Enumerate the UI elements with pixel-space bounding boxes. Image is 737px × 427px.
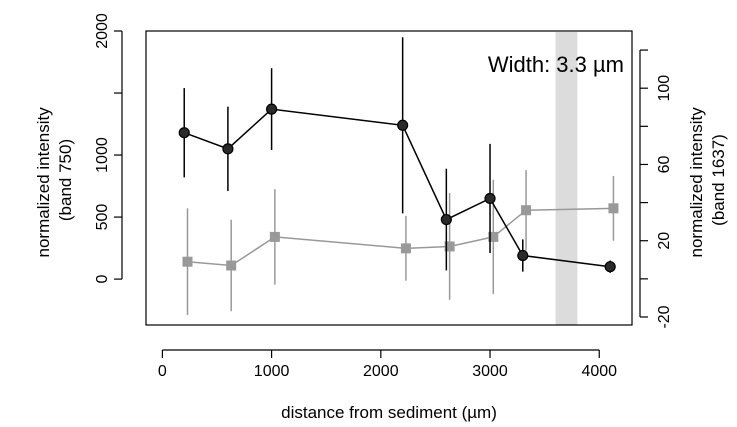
series-line [187,207,614,267]
data-point [265,103,278,115]
x-axis-tick-label: 4000 [581,363,617,380]
series-line [183,108,611,268]
data-point [226,260,237,271]
data-point [400,243,411,254]
x-axis-tick-label: 1000 [254,363,290,380]
data-point [517,249,529,262]
data-point [488,231,499,242]
data-point [269,231,280,242]
series-layer [178,37,619,316]
y-axis-right-tick-label: -20 [656,305,673,328]
y-axis-right-tick-label: 20 [656,232,673,250]
y-axis-right-title-line-1: normalized intensity [687,107,706,258]
y-axis-left-tick-label: 1000 [94,137,111,173]
width-annotation: Width: 3.3 µm [488,52,624,77]
data-point [604,261,616,273]
y-axis-right-tick-label: 60 [656,155,673,173]
y-axis-left-tick-label: 2000 [94,13,111,49]
x-axis-tick-label: 2000 [363,363,399,380]
y-axis-left-title-line-2: (band 750) [56,139,75,221]
y-axis-left-title-line-1: normalized intensity [34,107,53,258]
y-axis-right-title-line-2: (band 1637) [709,134,728,226]
x-axis-tick-label: 0 [158,363,167,380]
y-axis-left-tick-label: 500 [94,204,111,231]
y-axis-right-tick-label: 100 [656,75,673,102]
data-point [222,143,234,155]
plot-frame [145,30,633,326]
data-point [444,241,455,252]
data-point [178,127,190,139]
shaded-band [555,32,578,325]
data-point [397,119,409,131]
series-square-right [182,170,619,316]
y-axis-left-tick-label: 0 [94,275,111,284]
y-axis-left-title: normalized intensity (band 750) [34,103,75,258]
series-circle-left [178,37,616,273]
axes-layer: 0 1000 2000 3000 4000 0 500 1000 2000 -20 20 60 100 [94,13,673,380]
x-axis-title: distance from sediment (µm) [281,403,497,422]
shaded-band-layer [555,32,578,325]
data-point [521,205,532,216]
data-point [440,213,452,226]
data-point [484,192,496,205]
data-point [182,256,193,267]
data-point [608,203,619,214]
y-axis-right-title: normalized intensity (band 1637) [687,103,728,258]
x-axis-tick-label: 3000 [472,363,508,380]
